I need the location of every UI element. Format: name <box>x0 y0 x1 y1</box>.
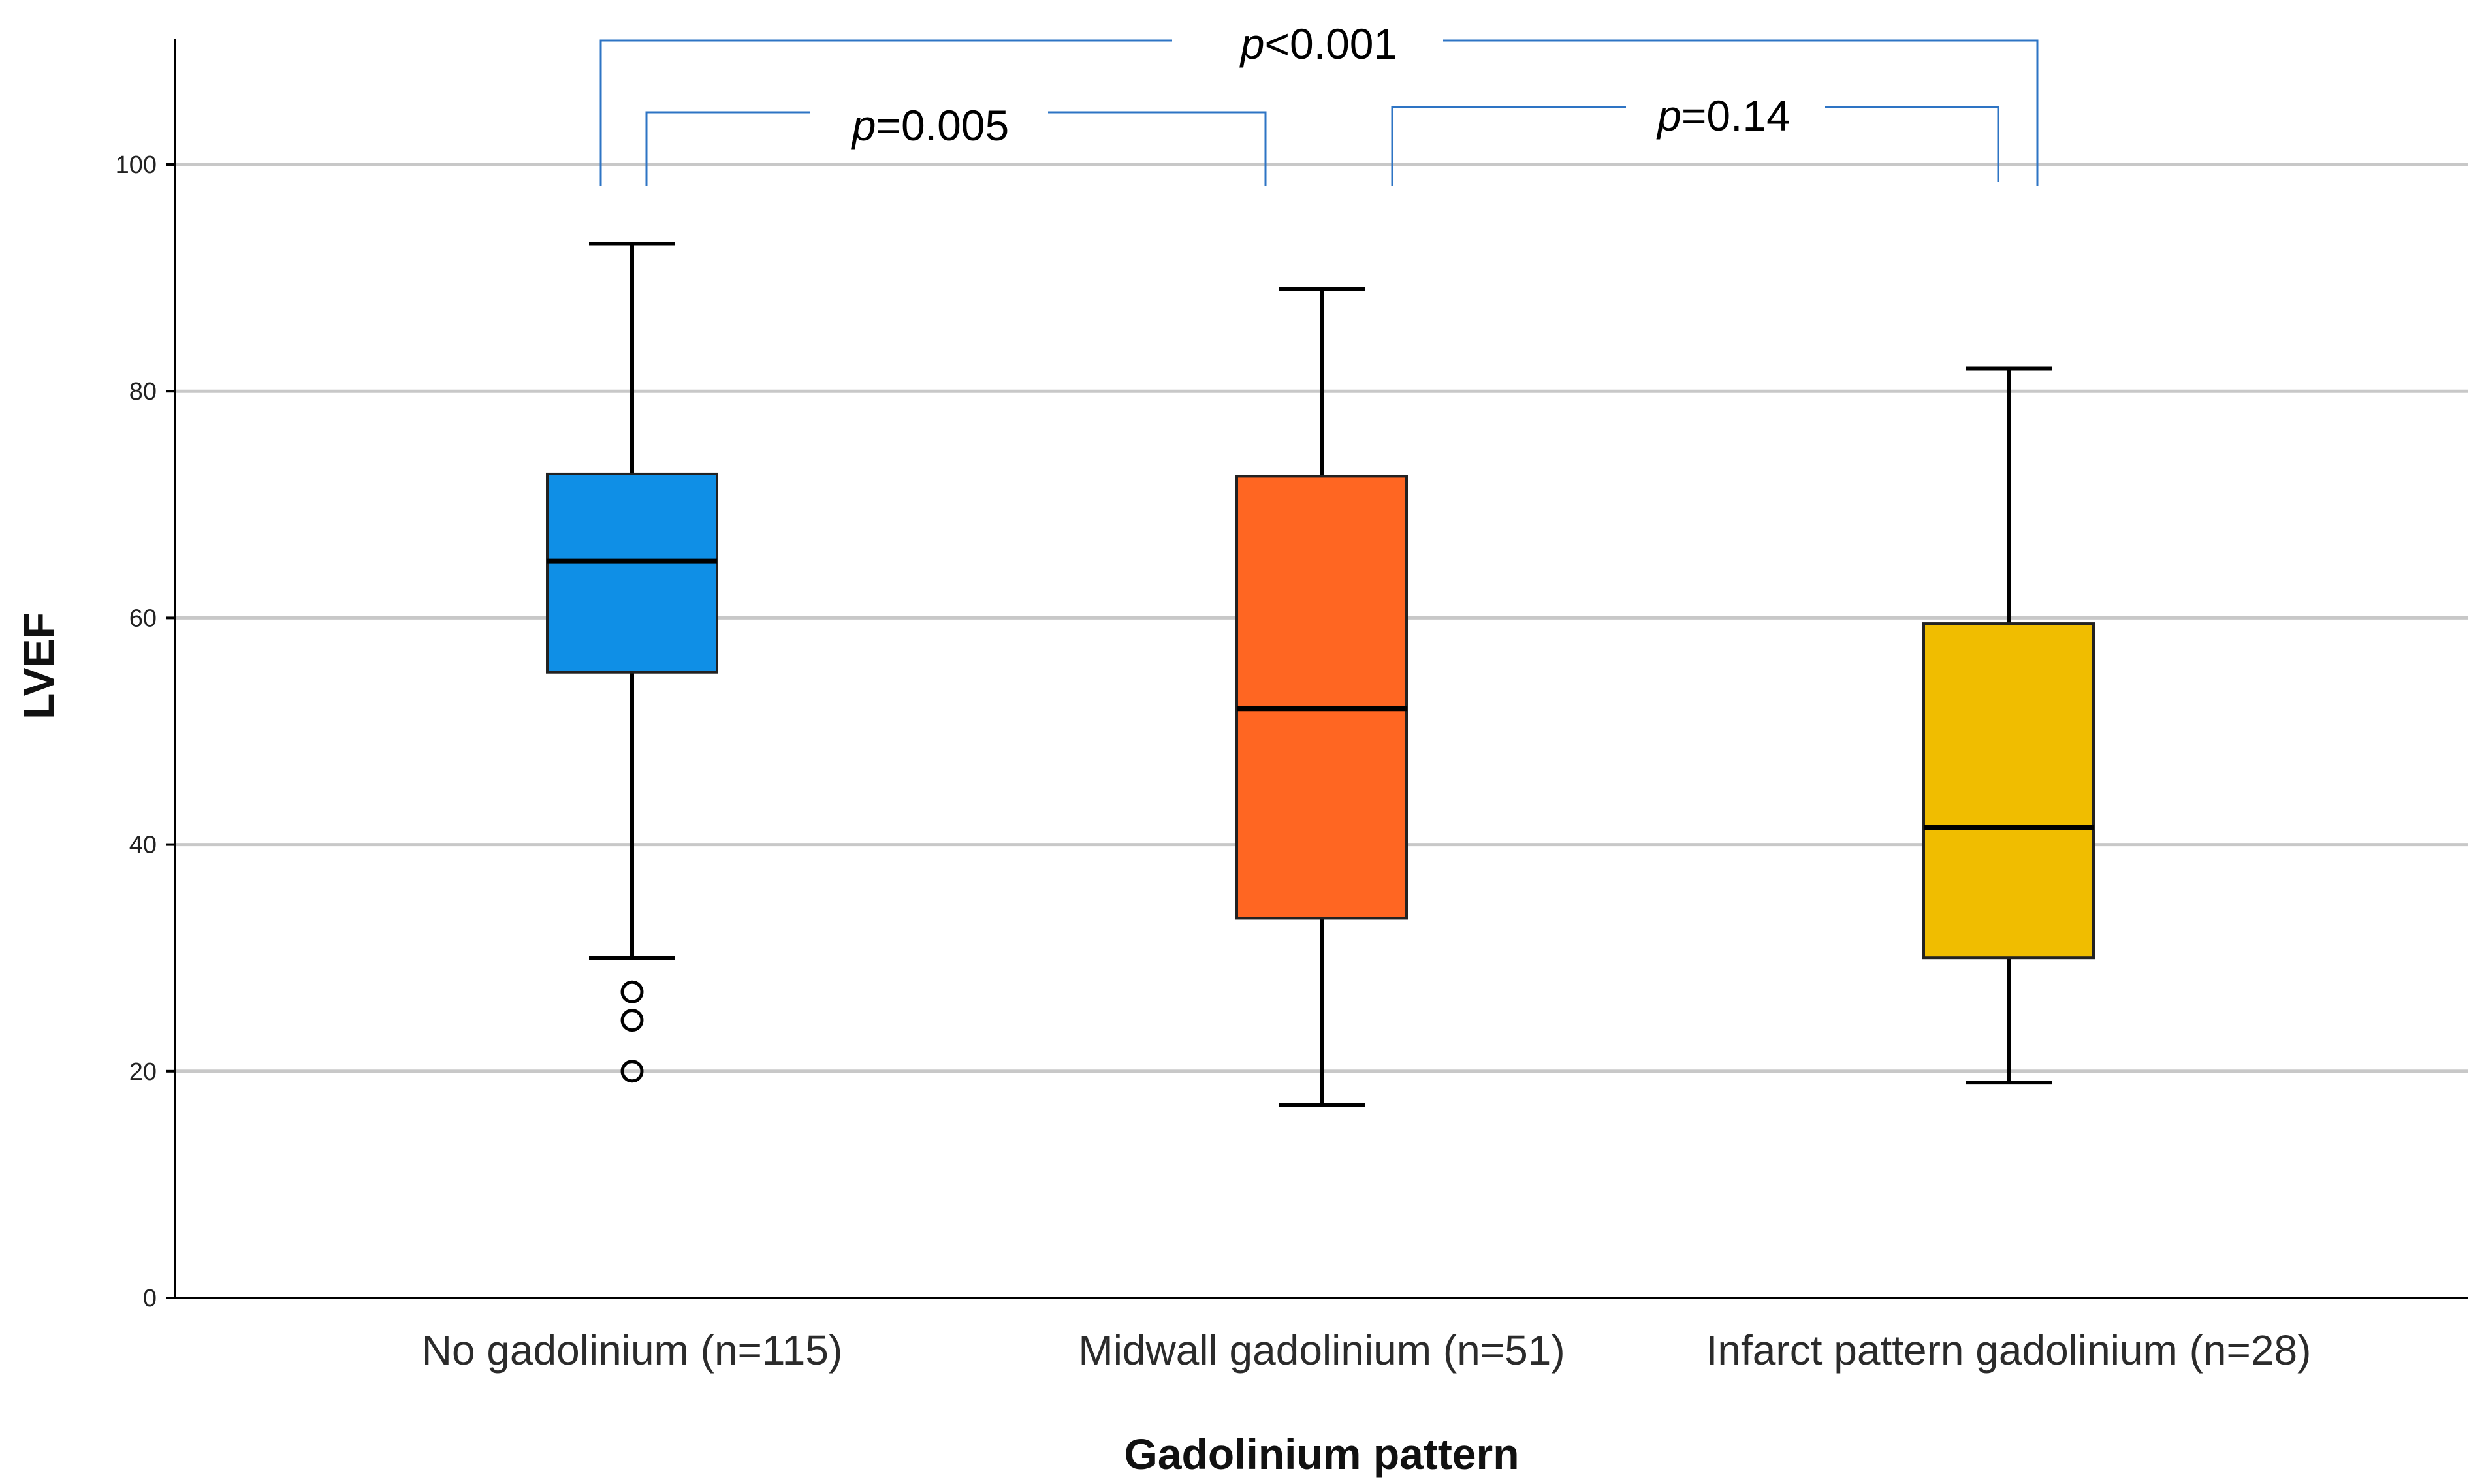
bracket-3: p=0.14 <box>1391 91 1999 186</box>
box-group-2 <box>1235 287 1408 1107</box>
iqr-box <box>1235 475 1408 920</box>
p-symbol: p <box>1239 20 1265 68</box>
bracket-1: p<0.001 <box>599 20 2039 186</box>
p-value-label: p=0.005 <box>851 101 1009 150</box>
category-label-2: Midwall gadolinium (n=51) <box>1078 1327 1565 1374</box>
bracket-2: p=0.005 <box>645 101 1267 186</box>
outlier-point-1 <box>620 980 644 1003</box>
y-tick-label-0: 0 <box>143 1285 157 1312</box>
bracket-left-arm <box>599 39 1172 186</box>
outlier-point-3 <box>620 1060 644 1083</box>
bracket-right-arm <box>1825 106 1999 182</box>
iqr-box <box>1922 622 2095 960</box>
y-tick-label-100: 100 <box>116 151 157 179</box>
category-label-3: Infarct pattern gadolinium (n=28) <box>1706 1327 2312 1374</box>
y-tick-label-40: 40 <box>129 832 157 859</box>
category-labels: No gadolinium (n=115) Midwall gadolinium … <box>422 1327 2312 1374</box>
p-value: =0.14 <box>1681 91 1791 140</box>
category-label-1: No gadolinium (n=115) <box>422 1327 843 1374</box>
p-value: <0.001 <box>1265 20 1398 68</box>
y-tick-labels: 0 20 40 60 80 100 <box>116 151 175 1312</box>
bracket-right-arm <box>1443 39 2039 186</box>
x-axis-title: Gadolinium pattern <box>1124 1430 1519 1478</box>
outlier-point-2 <box>620 1009 644 1032</box>
bracket-left-arm <box>645 111 810 186</box>
boxes <box>546 242 2095 1107</box>
y-tick-label-20: 20 <box>129 1058 157 1086</box>
box-group-1 <box>546 242 718 1083</box>
bracket-right-arm <box>1048 111 1267 186</box>
y-axis-title: LVEF <box>14 612 63 719</box>
iqr-box <box>546 472 718 674</box>
p-symbol: p <box>851 101 876 150</box>
bracket-left-arm <box>1391 106 1626 186</box>
p-symbol: p <box>1656 91 1681 140</box>
p-value: =0.005 <box>876 101 1010 150</box>
box-group-3 <box>1922 366 2095 1085</box>
p-value-label: p<0.001 <box>1239 20 1397 68</box>
y-tick-label-60: 60 <box>129 605 157 632</box>
p-value-label: p=0.14 <box>1656 91 1791 140</box>
axes <box>174 39 2468 1299</box>
y-tick-label-80: 80 <box>129 378 157 405</box>
